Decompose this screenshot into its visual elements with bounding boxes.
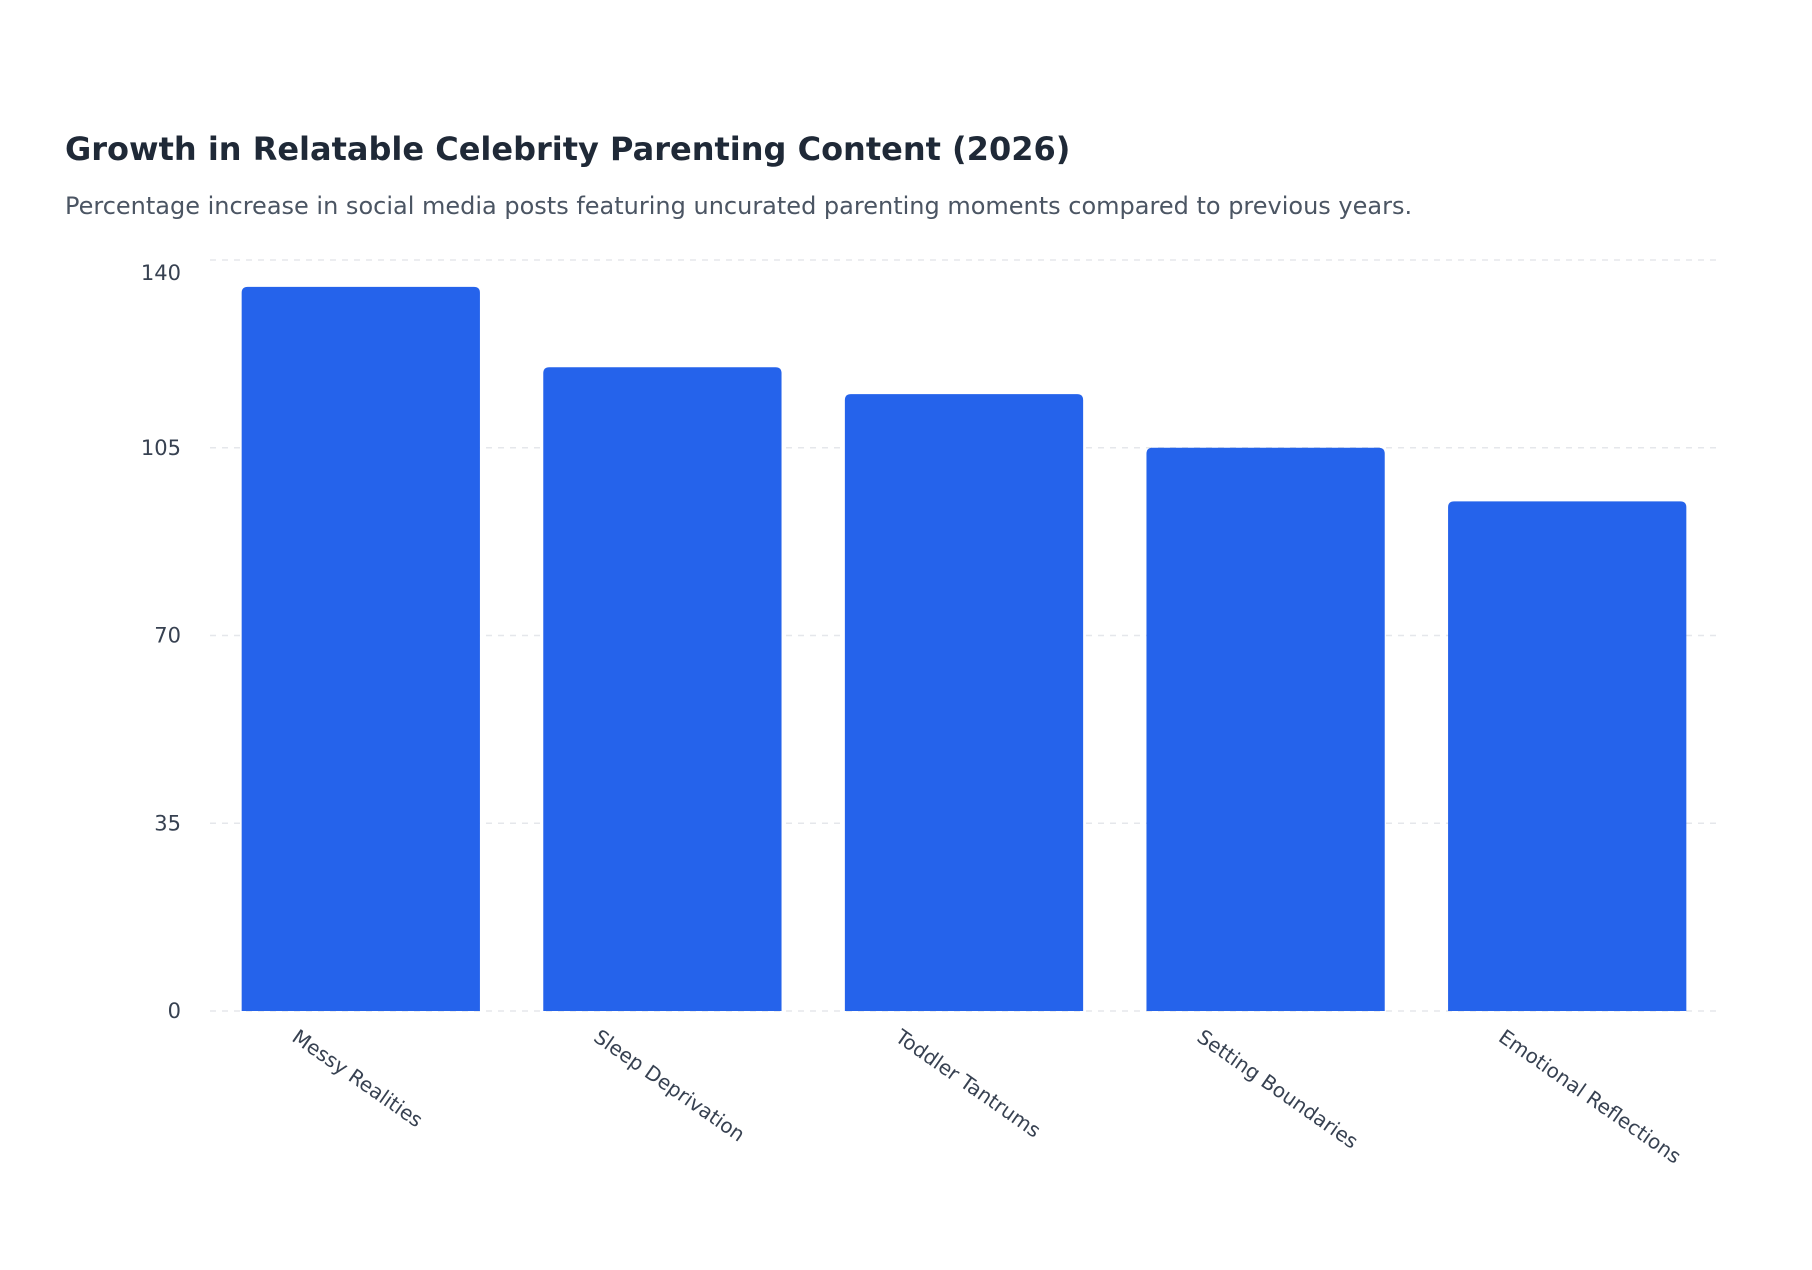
x-tick-label: Toddler Tantrums [890, 1024, 1045, 1143]
x-tick-label: Setting Boundaries [1193, 1024, 1363, 1153]
y-tick-label: 105 [141, 436, 181, 460]
x-tick-label: Emotional Reflections [1494, 1024, 1685, 1168]
y-tick-label: 70 [154, 624, 181, 648]
x-tick-label: Sleep Deprivation [590, 1024, 750, 1146]
y-tick-label: 140 [141, 261, 181, 285]
bar [543, 367, 782, 1011]
bar [241, 286, 480, 1012]
bar [1448, 501, 1687, 1011]
x-tick-label: Messy Realities [288, 1024, 427, 1132]
y-tick-label: 0 [168, 999, 181, 1023]
bar [844, 394, 1084, 1011]
y-tick-label: 35 [154, 811, 181, 835]
chart-title: Growth in Relatable Celebrity Parenting … [65, 130, 1071, 168]
bar [1146, 447, 1385, 1011]
chart-subtitle: Percentage increase in social media post… [65, 192, 1413, 220]
